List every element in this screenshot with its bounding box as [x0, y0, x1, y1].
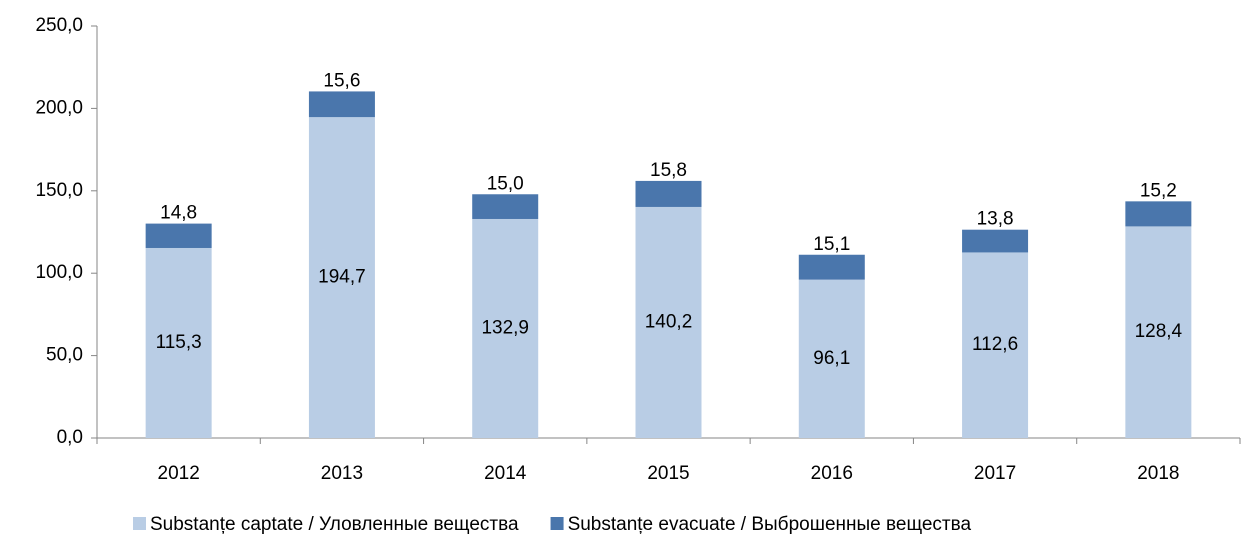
y-tick-label: 250,0	[35, 15, 83, 36]
x-tick-label: 2014	[484, 463, 527, 484]
data-label: 194,7	[318, 267, 366, 288]
x-tick-label: 2012	[158, 463, 200, 484]
bar-segment	[798, 279, 865, 438]
bar-segment	[1125, 201, 1192, 227]
x-tick-label: 2013	[321, 463, 363, 484]
y-tick-label: 200,0	[35, 97, 83, 118]
bar-segment	[472, 218, 539, 438]
bar-segment	[635, 180, 702, 207]
data-label: 13,8	[977, 209, 1014, 230]
data-label: 15,0	[487, 173, 524, 194]
legend-swatch	[133, 517, 146, 530]
data-label: 132,9	[481, 318, 529, 339]
y-tick-label: 0,0	[57, 427, 83, 448]
bar-segment	[962, 252, 1029, 438]
x-tick-label: 2015	[647, 463, 689, 484]
legend-label: Substanțe captate / Уловленные вещества	[150, 514, 519, 535]
data-label: 140,2	[645, 311, 693, 332]
data-label: 112,6	[972, 334, 1018, 355]
data-label: 15,6	[323, 70, 360, 91]
bar-segment	[635, 206, 702, 438]
x-tick-label: 2018	[1137, 463, 1179, 484]
data-label: 115,3	[156, 332, 202, 353]
bar-segment	[308, 117, 375, 438]
x-tick-label: 2016	[811, 463, 853, 484]
bar-segment	[145, 247, 212, 438]
data-label: 128,4	[1135, 321, 1183, 342]
data-label: 14,8	[160, 203, 197, 224]
y-tick-label: 100,0	[35, 262, 83, 283]
data-label: 15,8	[650, 160, 687, 181]
bar-segment	[472, 194, 539, 219]
legend-label: Substanțe evacuate / Выброшенные веществ…	[568, 514, 972, 535]
y-tick-label: 50,0	[46, 345, 83, 366]
x-tick-label: 2017	[974, 463, 1016, 484]
bar-segment	[145, 223, 212, 248]
bar-segment	[308, 91, 375, 118]
bar-segment	[798, 254, 865, 280]
legend-swatch	[550, 517, 564, 530]
y-tick-label: 150,0	[35, 180, 83, 201]
bar-segment	[1125, 226, 1192, 438]
data-label: 15,2	[1140, 180, 1177, 201]
data-label: 15,1	[813, 234, 850, 255]
bar-segment	[962, 229, 1029, 253]
data-label: 96,1	[813, 348, 850, 369]
